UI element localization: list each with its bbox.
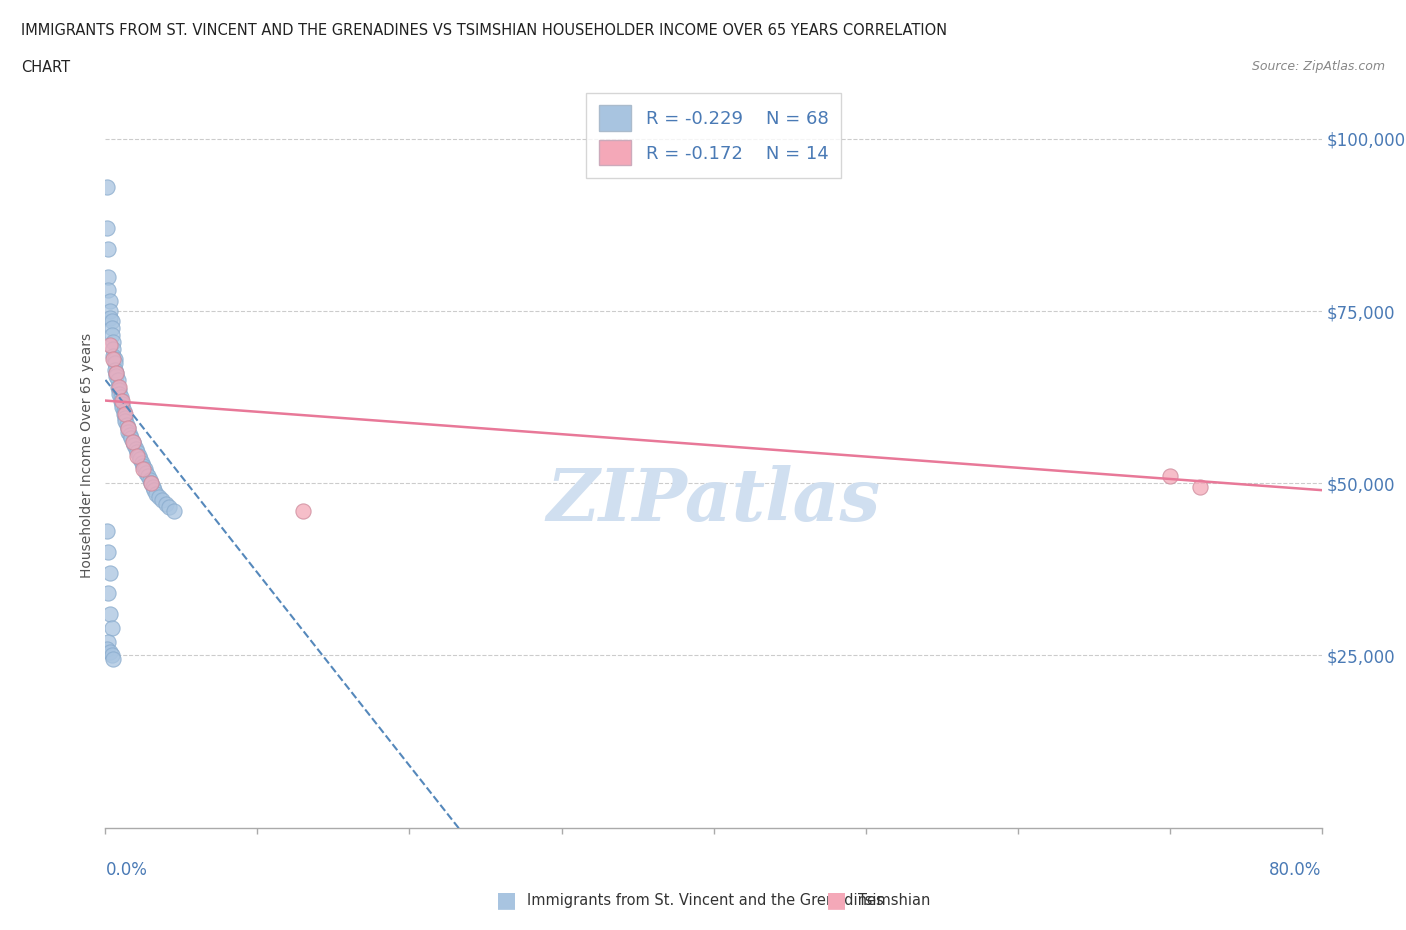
Point <box>107 379 129 394</box>
Point <box>98 293 121 308</box>
Text: ■: ■ <box>827 890 846 910</box>
Point <box>98 338 121 352</box>
Point <box>127 448 149 463</box>
Point <box>97 242 120 257</box>
Point <box>97 269 120 284</box>
Point <box>114 410 136 425</box>
Point <box>101 652 124 667</box>
Point <box>100 321 122 336</box>
Point <box>100 314 122 329</box>
Point <box>98 311 121 325</box>
Point <box>110 390 132 405</box>
Point <box>163 503 186 518</box>
Point <box>111 400 134 415</box>
Text: Immigrants from St. Vincent and the Grenadines: Immigrants from St. Vincent and the Gren… <box>527 893 884 908</box>
Text: CHART: CHART <box>21 60 70 75</box>
Point <box>118 428 141 443</box>
Point <box>108 379 131 394</box>
Point <box>145 486 167 501</box>
Point <box>1188 479 1211 494</box>
Point <box>103 352 125 366</box>
Point <box>101 341 124 356</box>
Point <box>157 500 180 515</box>
Point <box>139 476 162 491</box>
Point <box>98 565 121 580</box>
Point <box>292 503 315 518</box>
Point <box>101 335 124 350</box>
Point <box>108 386 131 401</box>
Point <box>148 489 170 504</box>
Point <box>142 479 165 494</box>
Point <box>100 620 122 635</box>
Point <box>96 524 118 538</box>
Text: ■: ■ <box>496 890 516 910</box>
Point <box>125 442 148 457</box>
Y-axis label: Householder Income Over 65 years: Householder Income Over 65 years <box>80 333 94 578</box>
Point <box>131 455 153 470</box>
Point <box>135 466 157 481</box>
Point <box>97 634 120 649</box>
Point <box>121 434 143 449</box>
Point <box>103 355 125 370</box>
Point <box>134 462 156 477</box>
Point <box>101 352 124 366</box>
Point <box>138 472 160 487</box>
Point <box>96 221 118 236</box>
Point <box>111 393 134 408</box>
Point <box>117 420 139 435</box>
Point <box>97 545 120 560</box>
Text: Source: ZipAtlas.com: Source: ZipAtlas.com <box>1251 60 1385 73</box>
Point <box>114 407 136 422</box>
Point <box>1159 469 1181 484</box>
Point <box>114 414 136 429</box>
Point <box>124 438 146 453</box>
Point <box>112 407 135 422</box>
Point <box>105 365 128 380</box>
Point <box>112 404 135 418</box>
Point <box>155 497 177 512</box>
Point <box>115 418 138 432</box>
Point <box>136 469 159 484</box>
Point <box>97 283 120 298</box>
Point <box>143 483 166 498</box>
Point <box>98 644 121 659</box>
Point <box>150 493 173 508</box>
Point <box>105 365 128 380</box>
Text: Tsimshian: Tsimshian <box>858 893 929 908</box>
Point <box>110 393 132 408</box>
Text: 0.0%: 0.0% <box>105 860 148 879</box>
Point <box>100 648 122 663</box>
Point <box>121 434 143 449</box>
Point <box>101 349 124 364</box>
Point <box>132 458 155 473</box>
Point <box>129 452 152 467</box>
Point <box>96 641 118 656</box>
Point <box>100 327 122 342</box>
Point <box>108 383 131 398</box>
Point <box>105 369 128 384</box>
Point <box>98 606 121 621</box>
Text: 80.0%: 80.0% <box>1270 860 1322 879</box>
Point <box>127 445 149 459</box>
Point <box>132 462 155 477</box>
Point <box>120 431 142 445</box>
Point <box>97 586 120 601</box>
Point <box>96 179 118 194</box>
Point <box>128 448 150 463</box>
Legend: R = -0.229    N = 68, R = -0.172    N = 14: R = -0.229 N = 68, R = -0.172 N = 14 <box>586 93 841 179</box>
Point <box>107 373 129 388</box>
Point <box>98 303 121 318</box>
Text: ZIPatlas: ZIPatlas <box>547 465 880 536</box>
Point <box>139 476 162 491</box>
Point <box>117 424 139 439</box>
Text: IMMIGRANTS FROM ST. VINCENT AND THE GRENADINES VS TSIMSHIAN HOUSEHOLDER INCOME O: IMMIGRANTS FROM ST. VINCENT AND THE GREN… <box>21 23 948 38</box>
Point <box>103 362 125 377</box>
Point <box>117 420 139 435</box>
Point <box>111 396 134 411</box>
